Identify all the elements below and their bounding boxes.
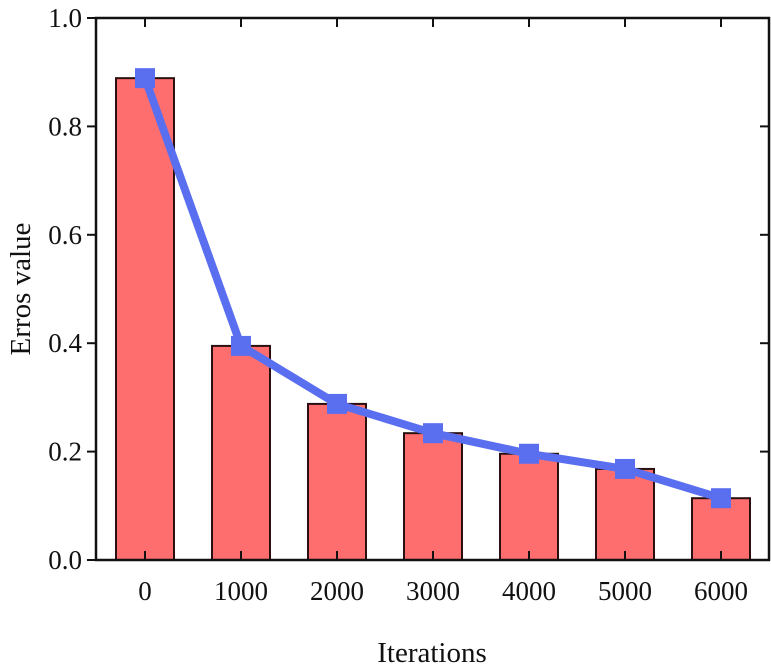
square-marker-icon [231,335,251,356]
square-marker-icon [327,393,347,414]
y-axis-ticks: 0.0 0.2 0.4 0.6 0.8 1.0 [48,3,769,575]
y-tick-label: 0.4 [48,328,82,358]
x-tick-label: 0 [138,576,152,606]
bar [307,402,367,561]
y-tick-label: 0.8 [48,111,82,141]
square-marker-icon [519,443,539,464]
y-tick-label: 0.0 [48,545,82,575]
y-tick-label: 1.0 [48,3,82,33]
x-axis-title: Iterations [377,637,487,669]
x-tick-label: 5000 [598,576,652,606]
bar-series [115,77,751,562]
x-tick-label: 6000 [694,576,748,606]
square-marker-icon [135,68,155,89]
y-tick-label: 0.6 [48,220,82,250]
square-marker-icon [423,423,443,444]
x-tick-label: 1000 [214,576,268,606]
line-series [135,68,731,509]
y-tick-label: 0.2 [48,437,82,467]
square-marker-icon [615,458,635,479]
bar [691,497,751,562]
bar [499,452,559,562]
x-axis-ticks: 0 1000 2000 3000 4000 5000 6000 [138,18,748,606]
bar [115,77,175,562]
x-tick-label: 3000 [406,576,460,606]
square-marker-icon [711,488,731,509]
bar [211,344,271,561]
bar [403,432,463,561]
y-axis-title: Erros value [5,223,37,356]
bar [595,467,655,561]
x-tick-label: 4000 [502,576,556,606]
x-tick-label: 2000 [310,576,364,606]
